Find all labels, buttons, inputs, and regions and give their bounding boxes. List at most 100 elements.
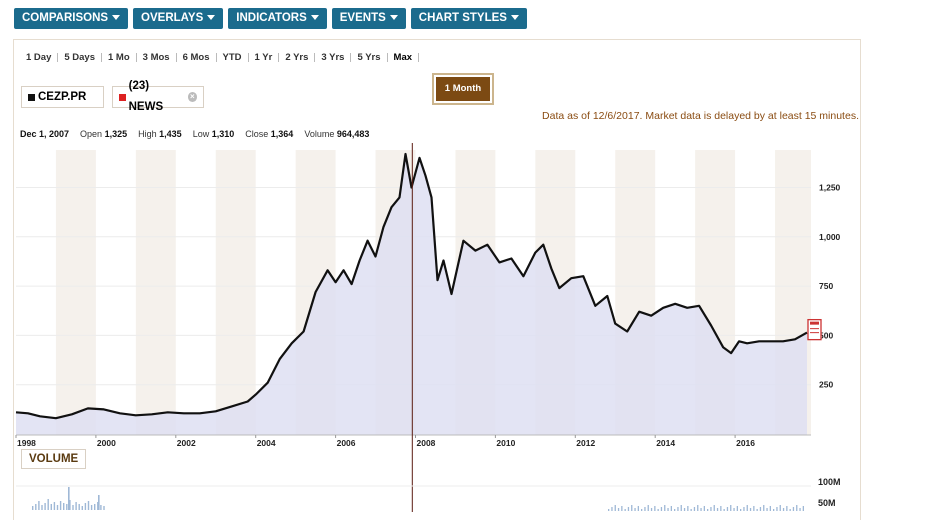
volume-bar <box>802 506 804 511</box>
volume-bar <box>716 508 719 511</box>
range-1-mo[interactable]: 1 Mo <box>108 52 130 63</box>
volume-bar <box>782 508 785 511</box>
symbol-tag[interactable]: CEZP.PR <box>21 86 104 108</box>
year-band <box>55 150 96 435</box>
volume-bar <box>697 505 699 511</box>
range-3-mos[interactable]: 3 Mos <box>142 52 170 63</box>
x-tick-label: 2014 <box>656 438 675 448</box>
y-tick-label: 1,000 <box>819 232 841 242</box>
volume-bar <box>611 507 613 511</box>
chevron-down-icon <box>112 15 121 21</box>
volume-bar <box>664 505 666 511</box>
volume-bar <box>773 509 775 511</box>
volume-bar <box>41 505 43 510</box>
volume-bar <box>680 505 682 511</box>
volume-bar <box>786 506 788 511</box>
x-tick-label: 2004 <box>257 438 276 448</box>
volume-bar <box>749 508 752 511</box>
range-2-yrs[interactable]: 2 Yrs <box>285 52 309 63</box>
volume-bar <box>654 506 656 511</box>
volume-bar <box>68 487 70 510</box>
comparisons-button[interactable]: COMPARISONS <box>14 8 129 29</box>
volume-bar <box>75 502 77 510</box>
indicators-button[interactable]: INDICATORS <box>228 8 327 29</box>
range-selector: 1 Day 5 Days 1 Mo 3 Mos 6 Mos YTD 1 Yr 2… <box>20 52 420 63</box>
volume-bar <box>703 506 705 511</box>
volume-bar <box>90 505 93 510</box>
volume-bar <box>740 509 742 511</box>
volume-bar <box>100 505 102 510</box>
volume-bar <box>674 509 676 511</box>
volume-bar <box>713 505 715 511</box>
volume-bar <box>624 509 626 511</box>
range-3-yrs[interactable]: 3 Yrs <box>321 52 345 63</box>
price-area <box>16 154 807 435</box>
volume-bar <box>78 504 80 510</box>
volume-bar <box>66 504 68 510</box>
volume-bar <box>720 506 722 511</box>
volume-bar <box>44 503 46 510</box>
volume-bar <box>792 507 795 511</box>
volume-bar <box>683 508 686 511</box>
volume-bar <box>759 507 762 511</box>
volume-bar <box>631 505 633 511</box>
chevron-down-icon <box>207 15 216 21</box>
volume-bar <box>97 502 99 510</box>
volume-bar <box>84 503 87 510</box>
last-value-marker-bar <box>810 321 819 325</box>
volume-bar <box>756 509 758 511</box>
volume-bar <box>69 500 71 510</box>
chevron-down-icon <box>510 15 519 21</box>
volume-bar <box>743 507 745 511</box>
year-band <box>135 150 176 435</box>
news-square-icon <box>119 93 126 101</box>
range-ytd[interactable]: YTD <box>222 52 242 63</box>
range-1-day[interactable]: 1 Day <box>26 52 52 63</box>
ohlc-open: Open 1,325 <box>80 129 128 139</box>
volume-bar <box>693 507 696 511</box>
volume-bar <box>677 507 679 511</box>
volume-bar <box>637 506 639 511</box>
x-tick-label: 2010 <box>496 438 515 448</box>
volume-bar <box>700 508 702 511</box>
x-tick-label: 2016 <box>736 438 755 448</box>
range-6-mos[interactable]: 6 Mos <box>182 52 210 63</box>
range-5-yrs[interactable]: 5 Yrs <box>357 52 381 63</box>
volume-bar <box>733 508 735 511</box>
volume-axis-50m: 50M <box>818 498 836 508</box>
period-button[interactable]: 1 Month <box>436 77 490 101</box>
volume-bar <box>627 507 630 511</box>
toolbar: COMPARISONS OVERLAYS INDICATORS EVENTS C… <box>14 8 527 29</box>
volume-bar <box>63 503 65 510</box>
symbol-label: CEZP.PR <box>38 90 87 103</box>
volume-bar <box>634 508 636 511</box>
volume-bar <box>766 508 768 511</box>
volume-bar <box>59 501 62 510</box>
volume-button[interactable]: VOLUME <box>21 449 87 469</box>
events-button[interactable]: EVENTS <box>331 8 406 29</box>
x-tick-label: 2008 <box>416 438 435 448</box>
news-tag[interactable]: (23) NEWS × <box>112 80 204 113</box>
volume-bar <box>47 499 49 510</box>
range-1-yr[interactable]: 1 Yr <box>254 52 273 63</box>
volume-bar <box>647 505 649 511</box>
volume-bar <box>35 504 37 510</box>
overlays-button[interactable]: OVERLAYS <box>133 8 224 29</box>
x-tick-label: 2012 <box>576 438 595 448</box>
data-as-of-notice: Data as of 12/6/2017. Market data is del… <box>542 110 859 122</box>
volume-bar <box>710 507 712 511</box>
volume-bar <box>789 509 791 511</box>
volume-bar <box>670 506 672 511</box>
range-max[interactable]: Max <box>393 52 413 63</box>
volume-bar <box>98 495 100 510</box>
ohlc-volume: Volume 964,483 <box>304 129 370 139</box>
chevron-down-icon <box>310 15 319 21</box>
volume-bar <box>614 505 616 511</box>
symbol-square-icon <box>28 93 35 101</box>
chart-styles-button[interactable]: CHART STYLES <box>410 8 527 29</box>
x-tick-label: 1998 <box>17 438 36 448</box>
close-icon[interactable]: × <box>187 92 197 102</box>
volume-bar <box>38 501 40 510</box>
range-5-days[interactable]: 5 Days <box>64 52 95 63</box>
